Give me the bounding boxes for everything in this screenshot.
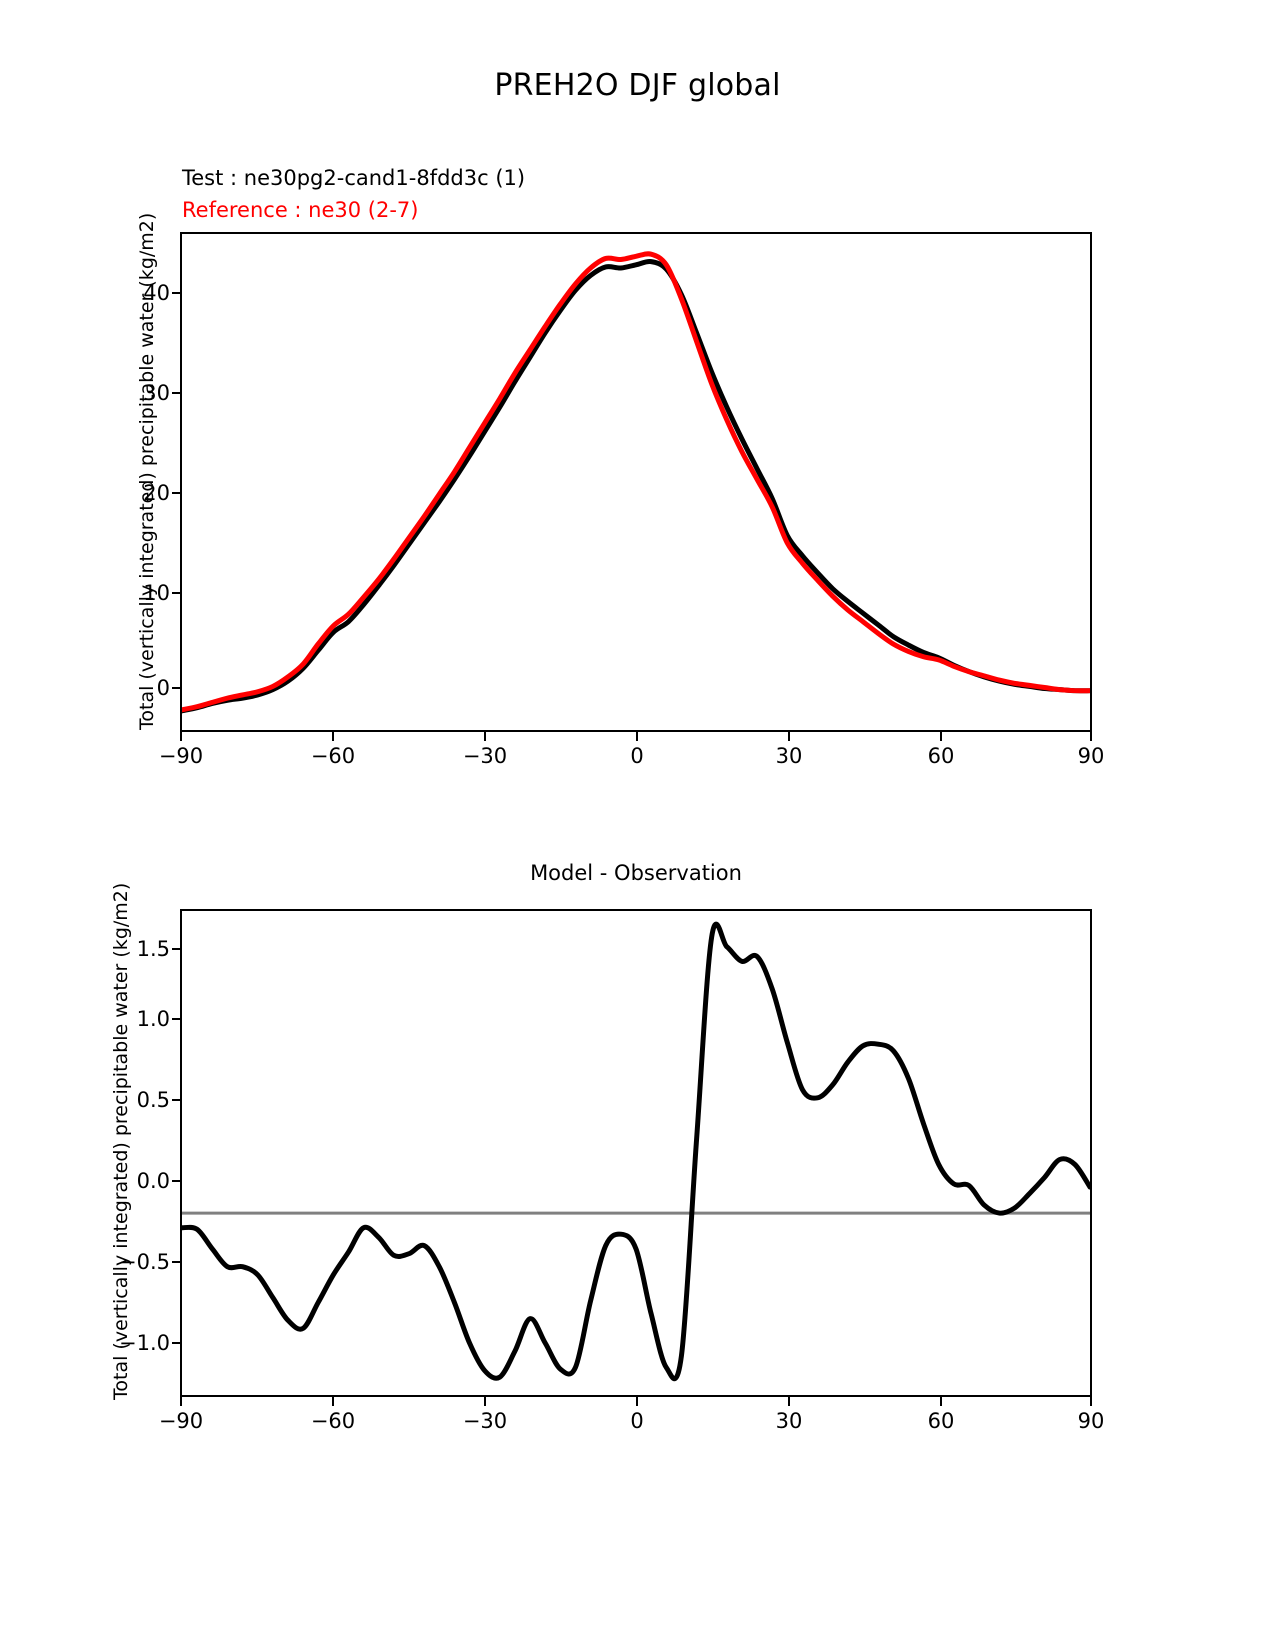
chart-subtitle-bottom: Model - Observation: [530, 861, 742, 885]
y-tickmark-top-3: [172, 592, 180, 594]
series-line-1: [182, 251, 1090, 713]
x-tick-top-5: 60: [927, 744, 955, 768]
x-tick-top-1: −60: [310, 744, 356, 768]
y-tickmark-bot-0: [172, 948, 180, 950]
y-tick-top-3: 10: [143, 581, 170, 605]
y-tick-bot-1: 1.0: [136, 1007, 170, 1031]
x-tick-bot-2: −30: [462, 1409, 508, 1433]
y-tick-bot-3: 0.0: [136, 1169, 170, 1193]
y-tick-bot-4: −0.5: [119, 1250, 170, 1274]
x-tickmark-top-2: [484, 732, 486, 741]
page-title: PREH2O DJF global: [494, 68, 781, 103]
y-tick-top-0: 40: [143, 281, 170, 305]
x-tickmark-bot-2: [484, 1397, 486, 1406]
chart-canvas-bottom: [182, 921, 1090, 1382]
chart-panel-top: [180, 232, 1092, 732]
y-tickmark-top-0: [172, 292, 180, 294]
y-tickmark-top-2: [172, 492, 180, 494]
x-tick-top-6: 90: [1077, 744, 1105, 768]
y-tickmark-bot-2: [172, 1099, 180, 1101]
y-tick-top-1: 30: [143, 381, 170, 405]
x-tickmark-bot-5: [940, 1397, 942, 1406]
x-tickmark-top-6: [1090, 732, 1092, 741]
series-line-0: [182, 921, 1090, 1382]
x-tickmark-top-1: [332, 732, 334, 741]
x-tick-top-0: −90: [158, 744, 204, 768]
y-tickmark-bot-4: [172, 1261, 180, 1263]
chart-panel-bottom: [180, 909, 1092, 1397]
x-tickmark-top-5: [940, 732, 942, 741]
y-tickmark-bot-5: [172, 1342, 180, 1344]
y-tickmark-bot-1: [172, 1018, 180, 1020]
legend-entry-reference: Reference : ne30 (2-7): [182, 198, 419, 222]
chart-canvas-top: [182, 251, 1090, 714]
y-tickmark-bot-3: [172, 1180, 180, 1182]
x-tick-bot-1: −60: [310, 1409, 356, 1433]
x-tick-top-2: −30: [462, 744, 508, 768]
y-tick-bot-0: 1.5: [136, 937, 170, 961]
x-tickmark-bot-6: [1090, 1397, 1092, 1406]
x-tick-bot-3: 0: [630, 1409, 644, 1433]
x-tick-top-4: 30: [775, 744, 803, 768]
y-tickmark-top-1: [172, 392, 180, 394]
x-tick-bot-6: 90: [1077, 1409, 1105, 1433]
x-tick-bot-5: 60: [927, 1409, 955, 1433]
x-tickmark-bot-0: [180, 1397, 182, 1406]
x-tickmark-bot-4: [788, 1397, 790, 1406]
x-tickmark-bot-1: [332, 1397, 334, 1406]
x-tick-top-3: 0: [630, 744, 644, 768]
x-tickmark-top-4: [788, 732, 790, 741]
y-tick-bot-5: −1.0: [119, 1331, 170, 1355]
x-tick-bot-0: −90: [158, 1409, 204, 1433]
x-tickmark-bot-3: [636, 1397, 638, 1406]
y-tick-bot-2: 0.5: [136, 1088, 170, 1112]
x-tick-bot-4: 30: [775, 1409, 803, 1433]
y-tick-top-4: 0: [156, 676, 170, 700]
x-tickmark-top-0: [180, 732, 182, 741]
y-tick-top-2: 20: [143, 481, 170, 505]
legend-entry-test: Test : ne30pg2-cand1-8fdd3c (1): [182, 166, 526, 190]
x-tickmark-top-3: [636, 732, 638, 741]
y-tickmark-top-4: [172, 687, 180, 689]
